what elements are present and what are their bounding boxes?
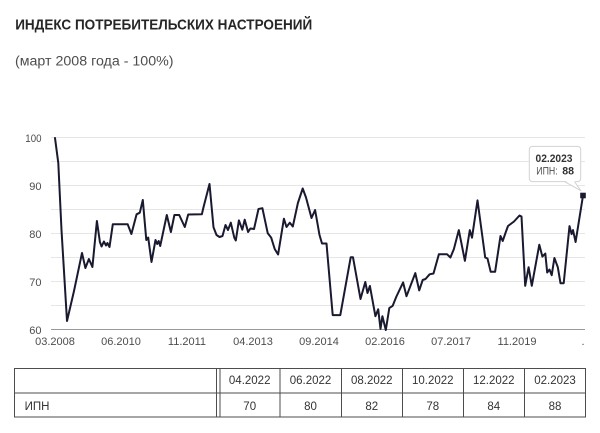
svg-text:11.2019: 11.2019 [498, 336, 537, 348]
svg-text:ИНДЕКС ПОТРЕБИТЕЛЬСКИХ НАСТРОЕ: ИНДЕКС ПОТРЕБИТЕЛЬСКИХ НАСТРОЕНИЙ [15, 16, 312, 34]
svg-text:07.2017: 07.2017 [431, 336, 471, 348]
svg-text:09.2014: 09.2014 [299, 336, 339, 348]
svg-text:88: 88 [562, 165, 574, 177]
svg-text:(март 2008 года - 100%): (март 2008 года - 100%) [15, 53, 174, 68]
svg-text:70: 70 [29, 277, 41, 289]
svg-text:02.2016: 02.2016 [365, 336, 405, 348]
svg-text:12.2022: 12.2022 [473, 375, 515, 387]
svg-text:78: 78 [426, 401, 439, 413]
svg-text:70: 70 [243, 401, 256, 413]
svg-text:90: 90 [29, 181, 41, 193]
svg-text:10.2022: 10.2022 [412, 375, 454, 387]
svg-text:03.2008: 03.2008 [35, 336, 75, 348]
svg-text:100: 100 [25, 133, 41, 145]
svg-text:.: . [581, 336, 584, 348]
svg-text:82: 82 [365, 401, 378, 413]
svg-text:ИПН:: ИПН: [536, 165, 557, 177]
svg-text:ИПН: ИПН [25, 401, 50, 413]
svg-text:60: 60 [29, 325, 41, 337]
svg-text:84: 84 [487, 401, 500, 413]
svg-text:06.2022: 06.2022 [290, 375, 332, 387]
svg-text:04.2022: 04.2022 [229, 375, 271, 387]
svg-text:88: 88 [549, 401, 562, 413]
svg-text:02.2023: 02.2023 [536, 153, 573, 165]
svg-text:04.2013: 04.2013 [233, 336, 273, 348]
svg-text:11.2011: 11.2011 [168, 336, 206, 348]
svg-text:80: 80 [304, 401, 317, 413]
svg-text:02.2023: 02.2023 [534, 375, 576, 387]
svg-text:08.2022: 08.2022 [351, 375, 393, 387]
svg-text:06.2010: 06.2010 [101, 336, 141, 348]
svg-text:80: 80 [29, 229, 41, 241]
